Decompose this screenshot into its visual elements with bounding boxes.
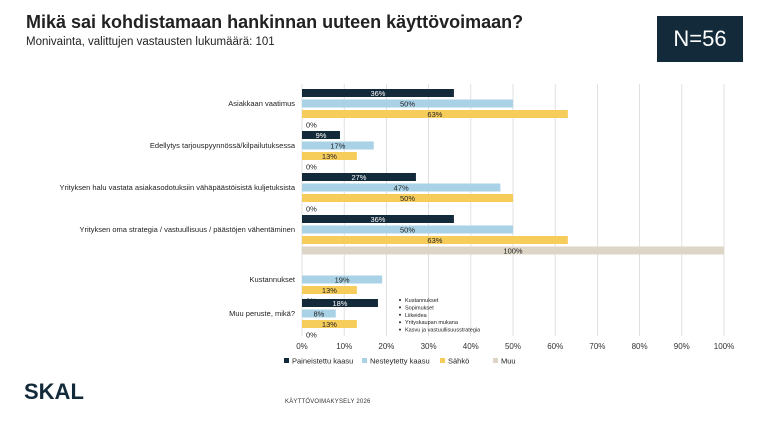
x-tick-label: 20% — [378, 342, 394, 351]
legend-label: Paineistettu kaasu — [292, 357, 353, 366]
category-label: Muu peruste, mikä? — [229, 309, 295, 318]
annotation-bullet — [399, 299, 401, 301]
data-label: 18% — [332, 299, 347, 308]
bar-paineistettu — [302, 89, 454, 97]
data-label: 50% — [400, 226, 415, 235]
data-label: 13% — [322, 286, 337, 295]
bar-sahko — [302, 236, 568, 244]
data-label: 0% — [306, 205, 317, 214]
legend-swatch-nesteytetty — [362, 358, 367, 363]
annotation-bullet — [399, 321, 401, 324]
x-tick-label: 10% — [336, 342, 352, 351]
chart-title: Mikä sai kohdistamaan hankinnan uuteen k… — [26, 12, 524, 32]
data-label: 50% — [400, 194, 415, 203]
logo-text: SKAL — [24, 380, 84, 402]
x-tick-label: 60% — [547, 342, 563, 351]
legend-label: Muu — [501, 357, 516, 366]
data-label: 13% — [322, 152, 337, 161]
skal-logo: SKAL — [24, 380, 84, 402]
annotation-item: Kasvu ja vastuullisuusstrategia — [405, 328, 481, 334]
annotation-bullet — [399, 328, 401, 331]
data-label: 63% — [427, 236, 442, 245]
bar-sahko — [302, 152, 357, 160]
bar-nesteytetty — [302, 99, 513, 108]
x-tick-label: 50% — [505, 342, 521, 351]
data-label: 13% — [322, 320, 337, 329]
x-tick-label: 70% — [589, 342, 605, 351]
legend-label: Sähkö — [448, 357, 469, 366]
data-label: 36% — [370, 215, 385, 224]
category-label: Kustannukset — [250, 275, 296, 284]
category-label: Asiakkaan vaatimus — [228, 99, 295, 108]
annotation-item: Yrityskaupan mukana — [405, 320, 459, 326]
bar-nesteytetty — [302, 309, 336, 318]
data-label: 36% — [370, 89, 385, 98]
data-label: 0% — [306, 121, 317, 130]
data-label: 17% — [330, 142, 345, 151]
legend-swatch-muu — [493, 358, 498, 363]
data-label: 0% — [306, 331, 317, 340]
bar-paineistettu — [302, 131, 340, 139]
category-label: Yrityksen halu vastata asiakasodotuksiin… — [59, 183, 295, 192]
annotation-item: Sopimukset — [405, 305, 434, 311]
data-label: 0% — [306, 163, 317, 172]
bar-nesteytetty — [302, 225, 513, 234]
legend-label: Nesteytetty kaasu — [370, 357, 430, 366]
data-label: 8% — [313, 310, 324, 319]
bar-nesteytetty — [302, 141, 374, 150]
x-tick-label: 80% — [632, 342, 648, 351]
data-label: 9% — [316, 131, 327, 140]
bar-paineistettu — [302, 215, 454, 223]
x-tick-label: 100% — [714, 342, 734, 351]
category-label: Edellytys tarjouspyynnössä/kilpailutukse… — [150, 141, 296, 150]
legend-swatch-sahko — [440, 358, 445, 363]
annotation-bullet — [399, 313, 401, 316]
x-tick-label: 30% — [421, 342, 437, 351]
bar-nesteytetty — [302, 275, 383, 284]
bar-paineistettu — [302, 173, 416, 181]
annotation-item: Kustannukset — [405, 298, 439, 304]
data-label: 100% — [503, 247, 523, 256]
bar-sahko — [302, 110, 568, 118]
data-label: 19% — [335, 276, 350, 285]
data-label: 50% — [400, 100, 415, 109]
annotation-item: Liikeidea — [405, 313, 428, 319]
footer-text: KÄYTTÖVOIMAKYSELY 2026 — [285, 399, 371, 405]
x-tick-label: 40% — [463, 342, 479, 351]
bar-sahko — [302, 194, 513, 202]
annotation-bullet — [399, 306, 401, 309]
n-badge: N=56 — [657, 16, 743, 62]
legend-swatch-paineistettu — [284, 358, 289, 363]
bar-nesteytetty — [302, 183, 501, 192]
data-label: 27% — [351, 173, 366, 182]
bar-sahko — [302, 286, 357, 294]
bar-sahko — [302, 320, 357, 328]
data-label: 47% — [394, 184, 409, 193]
chart-subtitle: Monivainta, valittujen vastausten lukumä… — [26, 36, 275, 48]
bar-muu — [302, 246, 724, 255]
x-tick-label: 90% — [674, 342, 690, 351]
bar-paineistettu — [302, 299, 378, 307]
data-label: 63% — [427, 110, 442, 119]
x-tick-label: 0% — [296, 342, 308, 351]
category-label: Yrityksen oma strategia / vastuullisuus … — [79, 225, 295, 234]
